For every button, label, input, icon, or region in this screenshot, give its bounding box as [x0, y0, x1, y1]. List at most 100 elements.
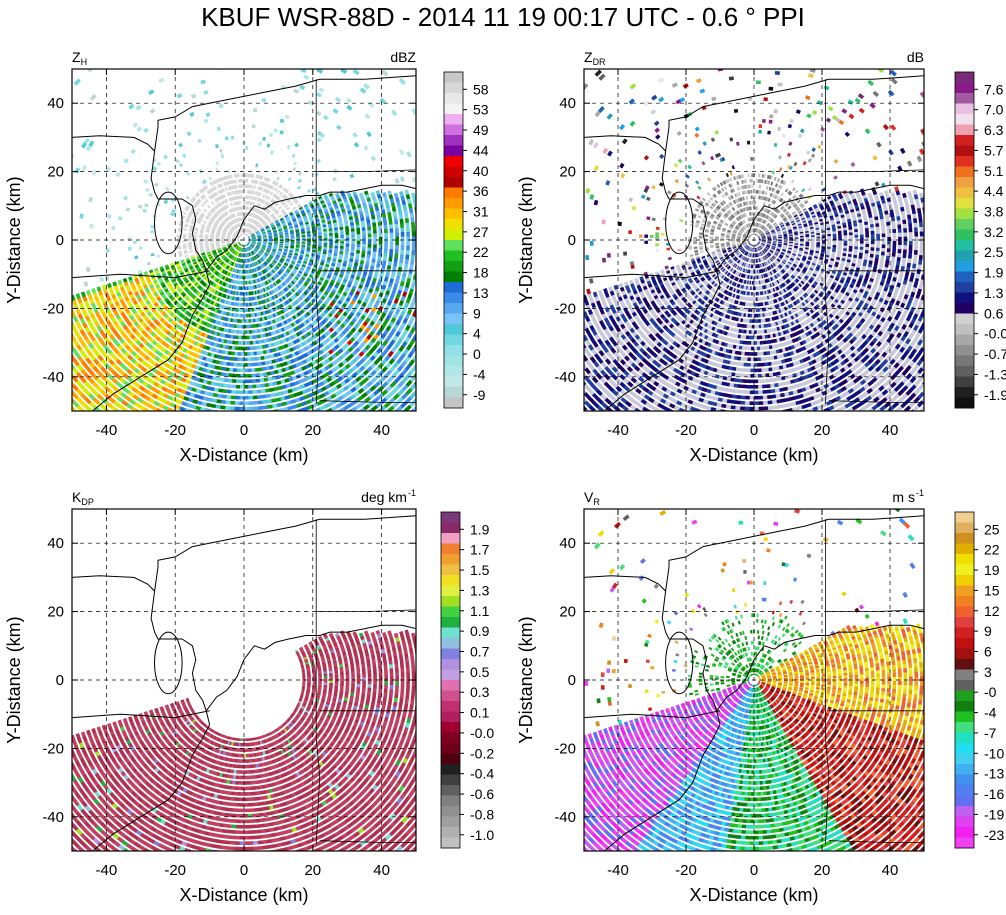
radar-gate	[247, 362, 252, 367]
radar-gate	[348, 414, 355, 420]
radar-gate	[218, 388, 224, 393]
radar-gate	[272, 180, 276, 185]
radar-gate	[265, 216, 270, 220]
radar-gate	[390, 274, 395, 280]
radar-gate	[258, 186, 262, 191]
radar-gate	[303, 273, 308, 277]
radar-gate	[150, 253, 155, 257]
radar-gate	[146, 261, 151, 266]
radar-gate	[283, 188, 288, 193]
radar-gate	[301, 241, 306, 244]
radar-gate	[417, 226, 421, 231]
radar-gate	[322, 249, 327, 253]
radar-gate	[296, 203, 302, 208]
radar-gate	[285, 258, 291, 263]
radar-gate	[328, 252, 332, 256]
radar-gate	[316, 270, 321, 275]
radar-gate	[348, 261, 353, 266]
radar-gate	[251, 379, 257, 383]
radar-gate	[417, 280, 422, 286]
radar-gate	[367, 237, 372, 242]
radar-gate	[240, 346, 245, 351]
radar-gate	[156, 254, 161, 258]
radar-gate	[262, 199, 266, 204]
radar-gate	[256, 215, 260, 220]
radar-gate	[291, 216, 296, 220]
radar-gate	[233, 329, 237, 334]
radar-gate	[353, 262, 359, 267]
radar-gate	[271, 206, 276, 211]
radar-gate	[255, 163, 259, 168]
radar-gate	[409, 264, 414, 270]
radar-gate	[364, 209, 369, 214]
radar-gate	[260, 187, 264, 192]
radar-gate	[232, 335, 237, 340]
radar-gate	[282, 202, 287, 206]
radar-gate	[334, 227, 338, 231]
radar-gate	[297, 217, 302, 221]
radar-gate	[251, 124, 256, 129]
radar-gate	[384, 240, 388, 246]
radar-gate	[360, 257, 365, 262]
radar-gate	[330, 265, 335, 269]
radar-gate	[130, 148, 136, 155]
radar-gate	[307, 212, 312, 217]
radar-gate	[282, 211, 287, 215]
radar-gate	[133, 240, 137, 244]
radar-gate	[351, 243, 355, 247]
radar-gate	[144, 203, 149, 208]
radar-gate	[243, 178, 245, 183]
radar-gate	[219, 377, 225, 382]
radar-gate	[334, 96, 341, 103]
radar-gate	[350, 228, 355, 232]
radar-gate	[298, 218, 303, 222]
radar-gate	[368, 301, 374, 307]
radar-gate	[177, 411, 183, 416]
radar-gate	[369, 265, 375, 271]
radar-gate	[408, 268, 413, 275]
radar-gate	[289, 202, 294, 207]
radar-gate	[378, 233, 383, 238]
radar-gate	[149, 230, 154, 234]
radar-gate	[337, 261, 342, 266]
radar-gate	[417, 251, 421, 256]
radar-gate	[256, 345, 260, 350]
radar-gate	[409, 315, 416, 323]
radar-gate	[360, 217, 365, 222]
radar-gate	[323, 233, 328, 237]
radar-gate	[353, 282, 358, 288]
radar-gate	[355, 256, 360, 261]
radar-gate	[170, 415, 177, 420]
radar-gate	[272, 216, 277, 221]
radar-gate	[338, 221, 343, 225]
radar-gate	[377, 255, 382, 261]
radar-gate	[333, 222, 338, 226]
radar-gate	[411, 250, 416, 256]
radar-gate	[294, 200, 299, 205]
radar-gate	[400, 245, 405, 251]
radar-gate	[413, 306, 416, 313]
radar-gate	[332, 255, 338, 259]
radar-gate	[333, 202, 338, 207]
radar-gate	[345, 248, 350, 253]
radar-gate	[392, 312, 399, 320]
radar-gate	[269, 191, 274, 196]
radar-gate	[227, 356, 231, 361]
radar-gate	[254, 334, 259, 339]
radar-gate	[300, 267, 305, 271]
radar-gate	[307, 243, 311, 247]
radar-gate	[417, 236, 421, 241]
radar-gate	[298, 220, 303, 224]
radar-gate	[256, 394, 262, 400]
radar-gate	[306, 232, 311, 236]
radar-gate	[388, 216, 393, 221]
radar-gate	[329, 235, 333, 239]
radar-gate	[251, 384, 257, 389]
radar-gate	[287, 177, 292, 182]
radar-gate	[318, 87, 325, 93]
radar-gate	[243, 395, 249, 400]
radar-gate	[411, 310, 416, 318]
radar-gate	[317, 281, 322, 286]
radar-gate	[338, 218, 343, 223]
